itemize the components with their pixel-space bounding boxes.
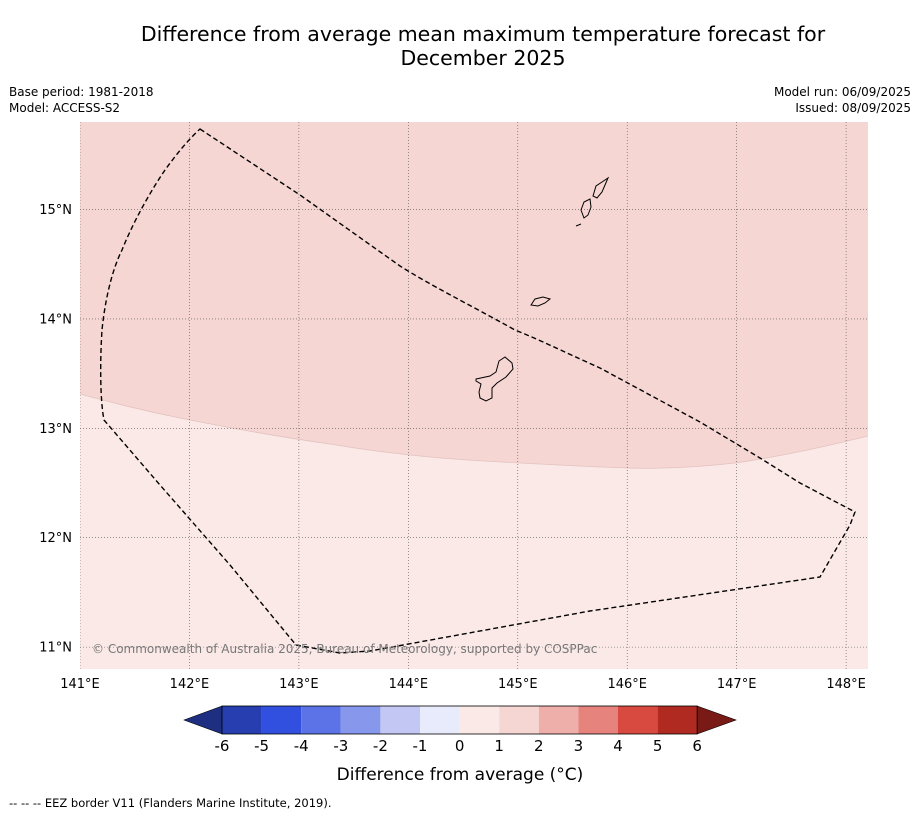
colorbar-bin — [499, 706, 539, 734]
rota-island — [530, 296, 552, 307]
colorbar-tick-label: -2 — [373, 737, 388, 755]
longitude-tick-labels: 141°E 142°E 143°E 144°E 145°E 146°E 147°E 148°E — [60, 677, 866, 692]
colorbar-under-extension — [183, 705, 223, 735]
eez-footnote: -- -- -- EEZ border V11 (Flanders Marine… — [9, 796, 332, 810]
issued-text: Issued: 08/09/2025 — [795, 101, 911, 115]
lon-tick-label: 142°E — [170, 677, 210, 692]
colorbar-bin — [459, 706, 500, 734]
colorbar-bin — [261, 706, 302, 734]
copyright-text: © Commonwealth of Australia 2025, Bureau… — [92, 642, 597, 656]
aguijan-island — [575, 223, 582, 227]
colorbar-bin — [657, 706, 698, 734]
tinian-island — [580, 198, 592, 219]
colorbar-tick-label: 2 — [534, 737, 544, 755]
colorbar-tick-label: 5 — [653, 737, 663, 755]
run-info: Model run: 06/09/2025 Issued: 08/09/2025 — [774, 84, 911, 116]
colorbar-bin — [538, 706, 579, 734]
model-run-text: Model run: 06/09/2025 — [773, 85, 911, 99]
colorbar-bin — [380, 706, 420, 734]
colorbar-tick-label: -6 — [215, 737, 230, 755]
lon-tick-label: 146°E — [607, 677, 647, 692]
guam-island — [475, 356, 514, 402]
colorbar-tick-label: -3 — [333, 737, 348, 755]
colorbar-tick-label: 0 — [455, 737, 465, 755]
colorbar-bin — [578, 706, 618, 734]
colorbar-over-extension — [696, 705, 737, 735]
lon-tick-label: 145°E — [498, 677, 538, 692]
zone-1-to-2 — [80, 122, 868, 469]
colorbar-title: Difference from average (°C) — [337, 765, 584, 785]
lon-tick-label: 148°E — [826, 677, 866, 692]
colorbar-tick-label: 3 — [574, 737, 584, 755]
lat-tick-label: 15°N — [39, 203, 72, 218]
lon-tick-label: 144°E — [389, 677, 429, 692]
latitude-tick-labels: 15°N 14°N 13°N 12°N 11°N — [39, 203, 72, 656]
lat-tick-label: 11°N — [39, 641, 72, 656]
lon-tick-label: 143°E — [279, 677, 319, 692]
colorbar-outline — [221, 705, 698, 735]
colorbar-tick-label: 1 — [494, 737, 504, 755]
map-area: © Commonwealth of Australia 2025, Bureau… — [80, 122, 868, 669]
colorbar-bin — [301, 706, 341, 734]
zone-boundary — [80, 393, 868, 469]
model-name-text: Model: ACCESS-S2 — [9, 101, 121, 115]
lat-tick-label: 13°N — [39, 422, 72, 437]
colorbar-tick-label: -5 — [254, 737, 269, 755]
colorbar-tick-labels: -6 -5 -4 -3 -2 -1 0 1 2 3 4 5 6 — [215, 737, 702, 755]
model-info: Base period: 1981-2018 Model: ACCESS-S2 — [9, 84, 154, 116]
colorbar-bin — [222, 706, 262, 734]
colorbar-bin — [618, 706, 658, 734]
eez-border — [99, 128, 856, 654]
lat-tick-label: 14°N — [39, 312, 72, 327]
lat-tick-label: 12°N — [39, 531, 72, 546]
colorbar-tick-label: -4 — [294, 737, 309, 755]
title-line-2: December 2025 — [400, 46, 566, 70]
colorbar-tick-label: 4 — [613, 737, 623, 755]
title-line-1: Difference from average mean maximum tem… — [140, 22, 826, 46]
colorbar-bin — [420, 706, 460, 734]
colorbar — [183, 705, 737, 735]
lon-tick-label: 147°E — [717, 677, 757, 692]
colorbar-tick-label: 6 — [692, 737, 702, 755]
lon-tick-label: 141°E — [60, 677, 100, 692]
saipan-island — [592, 176, 610, 199]
graticule — [80, 122, 868, 669]
colorbar-bin — [340, 706, 381, 734]
chart-title: Difference from average mean maximum tem… — [0, 22, 919, 70]
colorbar-tick-label: -1 — [413, 737, 428, 755]
base-period-text: Base period: 1981-2018 — [9, 85, 154, 99]
